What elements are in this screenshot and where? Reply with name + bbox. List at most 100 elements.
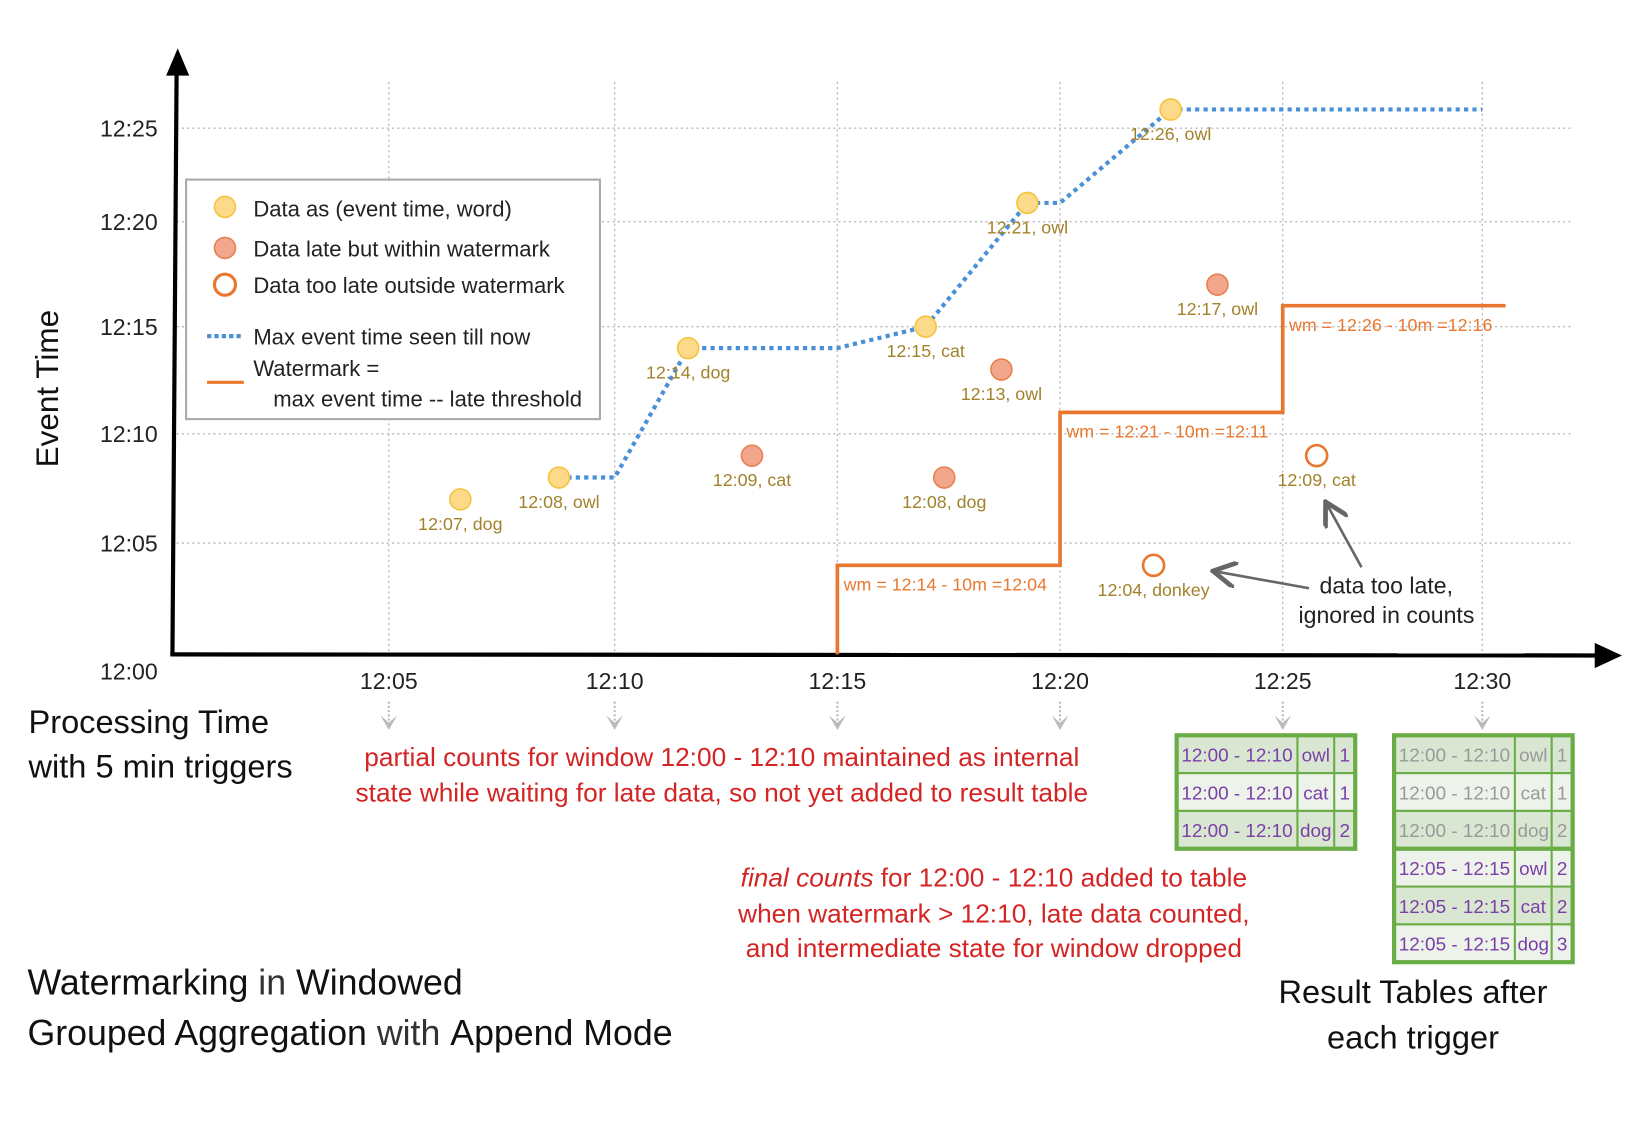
- point-label: 12:17, owl: [1177, 299, 1258, 319]
- final-note-rest: for 12:00 - 12:10 added to table: [873, 863, 1247, 893]
- data-point: 12:04, donkey: [1098, 553, 1210, 600]
- word-cell: cat: [1303, 783, 1329, 804]
- trigger-arrow-icon: [828, 715, 846, 731]
- late-point: [740, 444, 764, 467]
- title-part: Grouped Aggregation: [27, 1013, 366, 1053]
- diagram-title: Watermarking in Windowed Grouped Aggrega…: [27, 963, 672, 1053]
- on-time-point: [914, 315, 937, 338]
- trigger-arrow-icon: [1051, 715, 1069, 731]
- data-point: 12:15, cat: [887, 315, 965, 361]
- legend-item: Watermark =: [253, 356, 379, 381]
- result-caption-2: each trigger: [1327, 1019, 1499, 1055]
- window-cell: 12:00 - 12:10: [1181, 821, 1292, 842]
- result-caption-1: Result Tables after: [1279, 974, 1548, 1010]
- arrow-to-donkey: [1216, 571, 1310, 590]
- y-axis-arrowhead: [166, 48, 190, 76]
- window-cell: 12:00 - 12:10: [1399, 821, 1510, 842]
- svg-text:Watermarking in Windowed: Watermarking in Windowed: [27, 963, 462, 1003]
- window-cell: 12:05 - 12:15: [1399, 859, 1510, 880]
- y-tick-label: 12:15: [100, 314, 158, 340]
- y-axis-label: Event Time: [29, 310, 65, 468]
- result-table: 12:00 - 12:10 owl 112:00 - 12:10 cat 112:00 …: [1174, 733, 1358, 851]
- legend-item-continued: max event time -- late threshold: [273, 387, 582, 412]
- point-label: 12:09, cat: [1277, 470, 1355, 490]
- y-tick-label: 12:00: [100, 659, 158, 685]
- data-point: 12:08, dog: [902, 466, 986, 512]
- watermark-label: wm = 12:14 - 10m =12:04: [843, 575, 1047, 595]
- data-point: 12:07, dog: [418, 488, 503, 534]
- word-cell: dog: [1300, 821, 1332, 842]
- salmon-circle-icon: [213, 236, 237, 260]
- late-point: [1206, 273, 1229, 296]
- legend-box: [185, 178, 602, 421]
- y-tick-label: 12:20: [100, 209, 158, 235]
- window-cell: 12:00 - 12:10: [1399, 746, 1510, 767]
- legend-item: Data too late outside watermark: [253, 273, 565, 298]
- hollow-circle-icon: [212, 272, 238, 297]
- count-cell: 1: [1339, 783, 1350, 804]
- arrow-to-cat: [1327, 504, 1363, 568]
- point-label: 12:09, cat: [713, 470, 791, 490]
- count-cell: 2: [1557, 859, 1568, 880]
- x-axis-label-line1: Processing Time: [29, 704, 270, 740]
- series-lines: wm = 12:14 - 10m =12:04 wm = 12:21 - 10m …: [558, 107, 1506, 655]
- table-row: 12:00 - 12:10 owl 1: [1175, 734, 1357, 775]
- window-cell: 12:05 - 12:15: [1399, 897, 1510, 918]
- yellow-circle-icon: [213, 195, 237, 219]
- legend: Data as (event time, word) Data late but…: [185, 178, 602, 421]
- on-time-point: [1016, 191, 1039, 215]
- trigger-arrow-icon: [380, 715, 398, 731]
- axes: Event Time Processing Time with 5 min tr…: [28, 48, 1623, 784]
- point-label: 12:08, dog: [902, 492, 986, 512]
- on-time-point: [676, 336, 700, 360]
- table-row: 12:00 - 12:10 cat 1: [1175, 772, 1357, 812]
- data-point: 12:09, cat: [713, 444, 791, 490]
- legend-item: Max event time seen till now: [253, 325, 530, 350]
- table-row: 12:05 - 12:15 dog 3: [1393, 923, 1574, 964]
- title-part: Watermarking: [27, 963, 248, 1003]
- x-tick-label: 12:15: [808, 668, 866, 694]
- word-cell: owl: [1519, 746, 1547, 767]
- table-row: 12:00 - 12:10 owl 1: [1393, 734, 1574, 775]
- final-counts-emphasis: final counts: [741, 863, 874, 893]
- trigger-arrow-icon: [606, 715, 624, 731]
- x-tick-label: 12:30: [1453, 668, 1511, 694]
- title-part: in: [248, 963, 296, 1003]
- data-point: 12:13, owl: [961, 358, 1042, 404]
- title-part: Windowed: [296, 963, 463, 1003]
- watermark-line: [835, 303, 1506, 655]
- watermark-label: wm = 12:26 - 10m =12:16: [1288, 315, 1492, 335]
- annotations: data too late, ignored in counts partial…: [356, 504, 1474, 963]
- title-part: Append Mode: [450, 1013, 672, 1053]
- partial-note-1: partial counts for window 12:00 - 12:10 …: [364, 742, 1079, 772]
- point-label: 12:15, cat: [887, 341, 965, 361]
- partial-note-2: state while waiting for late data, so no…: [356, 777, 1089, 807]
- trigger-arrow-icon: [1274, 715, 1292, 731]
- count-cell: 1: [1557, 746, 1568, 767]
- x-tick-label: 12:05: [360, 668, 418, 694]
- point-label: 12:13, owl: [961, 384, 1042, 404]
- on-time-point: [449, 488, 472, 511]
- too-late-note-1: data too late,: [1320, 572, 1454, 598]
- too-late-point: [1304, 443, 1329, 468]
- title-part: with: [367, 1013, 450, 1053]
- data-point: 12:26, owl: [1130, 98, 1211, 144]
- late-point: [990, 358, 1013, 381]
- final-note-2: when watermark > 12:10, late data counte…: [737, 898, 1249, 928]
- tick-labels: 12:00 12:05 12:10 12:15 12:20 12:25 12:05 12:10…: [100, 116, 1511, 731]
- result-table: 12:00 - 12:10 owl 112:00 - 12:10 cat 112:00 …: [1391, 733, 1575, 965]
- y-axis: [170, 65, 179, 656]
- count-cell: 1: [1339, 746, 1350, 767]
- table-row: 12:05 - 12:15 owl 2: [1393, 847, 1574, 888]
- legend-item: Data as (event time, word): [253, 196, 512, 221]
- point-label: 12:07, dog: [418, 514, 502, 534]
- count-cell: 1: [1557, 783, 1568, 804]
- word-cell: owl: [1302, 746, 1330, 767]
- point-label: 12:26, owl: [1130, 124, 1211, 144]
- table-row: 12:00 - 12:10 dog 2: [1393, 809, 1574, 850]
- x-tick-label: 12:20: [1031, 668, 1089, 694]
- point-label: 12:08, owl: [518, 492, 599, 512]
- count-cell: 2: [1557, 897, 1568, 918]
- word-cell: cat: [1521, 783, 1547, 804]
